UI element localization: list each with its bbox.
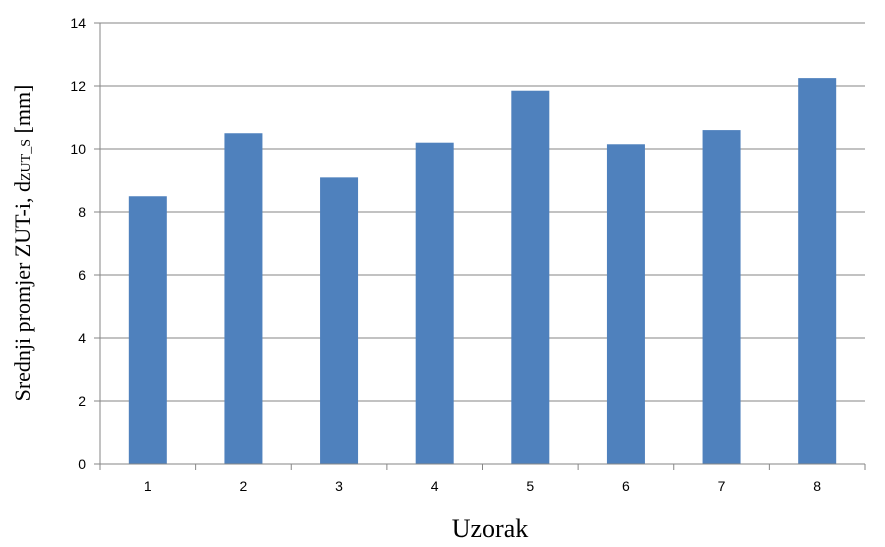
grid-lines: [100, 22, 865, 402]
y-axis-ticks: 0 2 4 6 8 10 12 14: [70, 15, 100, 472]
bar-8: [798, 78, 837, 464]
bar-3: [320, 177, 359, 464]
x-tick-label: 8: [813, 478, 821, 494]
y-tick-label: 10: [70, 141, 86, 157]
bar-7: [702, 130, 741, 464]
x-axis-label: Uzorak: [452, 514, 529, 543]
y-tick-label: 12: [70, 78, 86, 94]
bars: [128, 78, 837, 464]
y-tick-label: 8: [78, 204, 86, 220]
y-tick-label: 14: [70, 15, 86, 31]
y-tick-label: 0: [78, 456, 86, 472]
x-tick-label: 7: [718, 478, 726, 494]
y-tick-label: 4: [78, 330, 86, 346]
x-axis-ticks: 1 2 3 4 5 6 7 8: [99, 464, 866, 494]
y-tick-label: 6: [78, 267, 86, 283]
x-tick-label: 4: [431, 478, 439, 494]
y-tick-label: 2: [78, 393, 86, 409]
bar-1: [128, 196, 167, 464]
x-tick-label: 2: [240, 478, 248, 494]
bar-2: [224, 133, 263, 464]
x-tick-label: 3: [335, 478, 343, 494]
bar-6: [606, 144, 645, 464]
x-tick-label: 6: [622, 478, 630, 494]
bar-5: [511, 90, 550, 464]
bar-4: [415, 142, 454, 464]
y-axis-label-subscript: ZUT_S: [19, 139, 34, 181]
y-axis-label-main: Srednji promjer ZUT-i, d: [10, 181, 35, 401]
x-tick-label: 1: [144, 478, 152, 494]
y-axis-label: Srednji promjer ZUT-i, dZUT_S [mm]: [10, 85, 35, 402]
x-tick-label: 5: [526, 478, 534, 494]
y-axis-label-unit: [mm]: [10, 85, 35, 139]
